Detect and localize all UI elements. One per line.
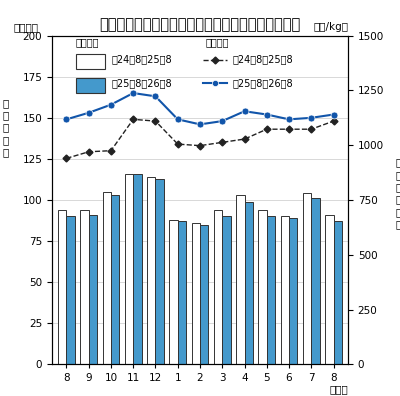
- Text: 剈25．8～26．8: 剈25．8～26．8: [111, 78, 172, 88]
- Bar: [125, 174, 133, 364]
- Text: 剈24．8～25．8: 剈24．8～25．8: [232, 55, 293, 65]
- Bar: [178, 221, 186, 364]
- Bar: [169, 220, 178, 364]
- Text: （月）: （月）: [329, 384, 348, 394]
- Bar: [58, 210, 66, 364]
- Text: ）
卸
売
価
格
（: ） 卸 売 価 格 （: [395, 157, 400, 229]
- Bar: [303, 193, 311, 364]
- Bar: [89, 215, 97, 364]
- Text: （円/kg）: （円/kg）: [313, 22, 348, 32]
- Bar: [192, 223, 200, 364]
- FancyBboxPatch shape: [76, 78, 105, 93]
- Bar: [311, 198, 320, 364]
- Bar: [214, 210, 222, 364]
- Bar: [80, 210, 89, 364]
- Bar: [111, 195, 120, 364]
- Text: 卸売価格: 卸売価格: [206, 37, 230, 47]
- Bar: [102, 192, 111, 364]
- FancyBboxPatch shape: [76, 54, 105, 69]
- Bar: [133, 174, 142, 364]
- Bar: [222, 216, 231, 364]
- Bar: [156, 179, 164, 364]
- Text: と畜頭数: と畜頭数: [76, 37, 99, 47]
- Bar: [258, 210, 267, 364]
- Bar: [289, 218, 298, 364]
- Bar: [325, 215, 334, 364]
- Title: 成牛と畜頭数及び卸売価格（省令）の推移（全国）: 成牛と畜頭数及び卸売価格（省令）の推移（全国）: [99, 17, 301, 32]
- Text: （千頭）: （千頭）: [14, 22, 38, 32]
- Text: 剈25．8～26．8: 剈25．8～26．8: [232, 78, 293, 88]
- Bar: [280, 216, 289, 364]
- Bar: [267, 216, 275, 364]
- Bar: [244, 202, 253, 364]
- Text: 剈24．8～25．8: 剈24．8～25．8: [111, 55, 172, 65]
- Text: と
畜
頭
数
（: と 畜 頭 数 （: [3, 98, 9, 158]
- Bar: [147, 177, 156, 364]
- Bar: [236, 195, 244, 364]
- Bar: [66, 216, 75, 364]
- Bar: [334, 221, 342, 364]
- Bar: [200, 225, 208, 364]
